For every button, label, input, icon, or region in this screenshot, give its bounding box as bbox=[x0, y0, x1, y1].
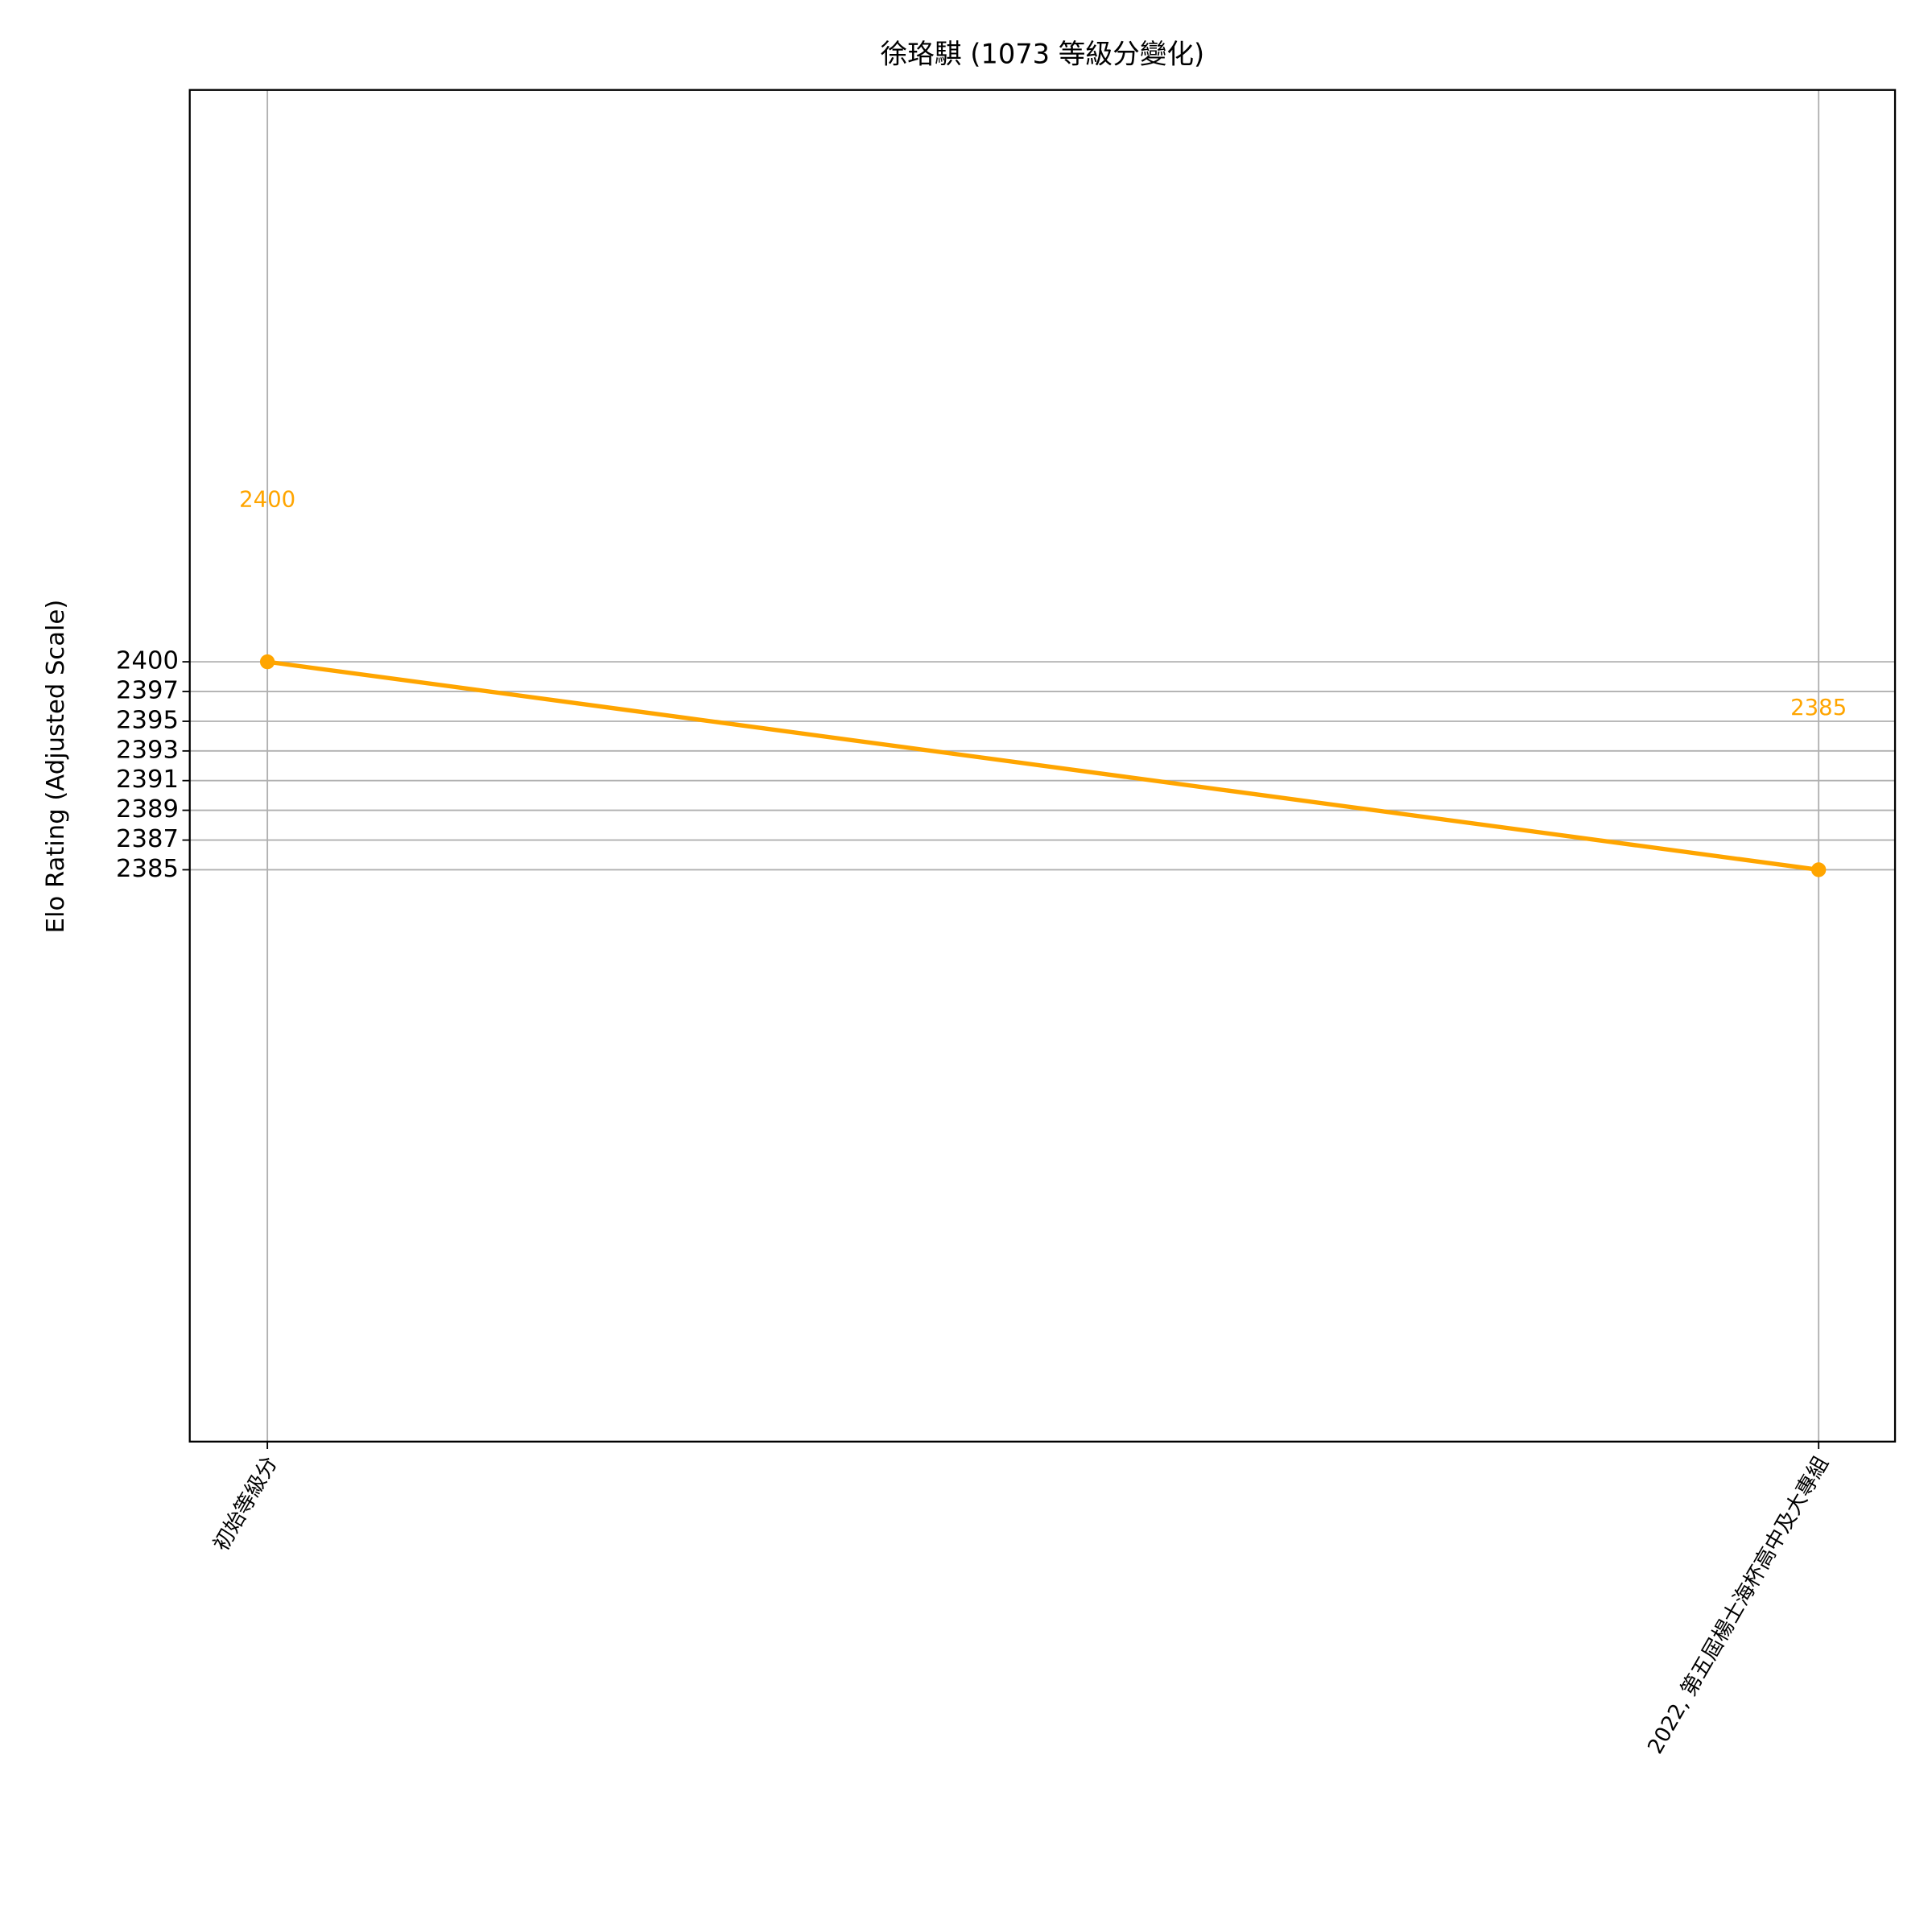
y-tick-label: 2400 bbox=[116, 647, 179, 675]
y-tick-label: 2389 bbox=[116, 795, 179, 824]
line bbox=[266, 659, 1819, 873]
y-tick-label: 2395 bbox=[116, 706, 179, 734]
plot-frame bbox=[188, 89, 1897, 1443]
y-tick-label: 2393 bbox=[116, 736, 179, 764]
y-axis-label: Elo Rating (Adjusted Scale) bbox=[42, 600, 70, 934]
y-tick-label: 2385 bbox=[116, 855, 179, 883]
point bbox=[1811, 862, 1827, 877]
point bbox=[259, 654, 275, 670]
y-tick-label: 2391 bbox=[116, 766, 179, 794]
y-tick-label: 2387 bbox=[116, 825, 179, 853]
data-label: 2385 bbox=[1790, 695, 1847, 720]
data-label: 2400 bbox=[239, 487, 295, 513]
chart-title: 徐珞騏 (1073 等級分變化) bbox=[881, 38, 1205, 69]
y-tick-label: 2397 bbox=[116, 676, 179, 704]
